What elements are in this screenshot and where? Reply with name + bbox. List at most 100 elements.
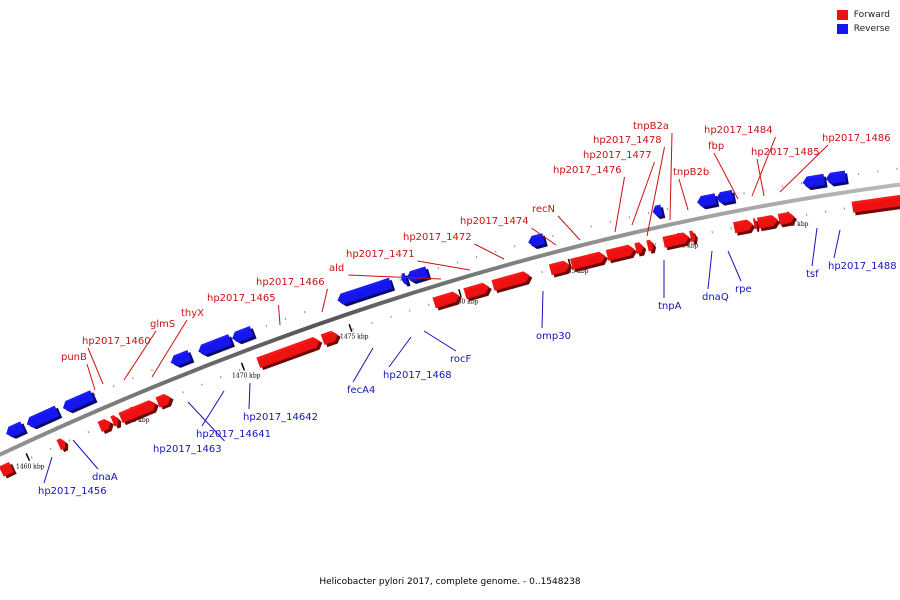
gene-highlight (646, 239, 651, 244)
forward-gene-label: hp2017_1486 (822, 133, 891, 144)
reverse-leader-line (727, 250, 742, 282)
forward-leader-line (348, 274, 442, 280)
forward-leader-line (86, 363, 96, 391)
minor-tick-mark (219, 376, 222, 379)
forward-leader-line (614, 176, 625, 233)
gene-body (256, 337, 320, 368)
major-tick-mark (240, 362, 246, 371)
minor-tick-mark (427, 303, 430, 306)
forward-leader-line (123, 330, 157, 381)
reverse-gene (652, 204, 666, 220)
minor-tick-mark (303, 310, 306, 314)
gene-highlight (8, 421, 22, 430)
gene-highlight (173, 350, 189, 358)
forward-gene (56, 438, 69, 453)
forward-gene (0, 461, 17, 479)
gene-highlight (733, 219, 748, 225)
forward-gene-label: hp2017_1478 (593, 135, 662, 146)
forward-gene (605, 244, 637, 264)
minor-tick-mark (30, 456, 33, 459)
minor-tick-mark (93, 393, 96, 396)
reverse-leader-line (43, 456, 53, 484)
minor-tick-mark (437, 267, 440, 270)
forward-gene (256, 337, 323, 371)
forward-leader-line (756, 158, 765, 197)
forward-gene (118, 400, 159, 426)
reverse-gene (62, 390, 98, 414)
reverse-gene (232, 326, 257, 345)
genome-backbone (0, 182, 900, 457)
reverse-gene-label: hp2017_1468 (383, 370, 452, 381)
reverse-gene-label: dnaA (92, 472, 118, 483)
scale-tick-label: 1475 kbp (340, 334, 369, 341)
forward-swatch (836, 10, 848, 20)
forward-gene-label: hp2017_1472 (403, 232, 472, 243)
gene-highlight (777, 212, 790, 217)
major-tick-mark (567, 258, 572, 267)
minor-tick-mark (514, 245, 516, 248)
forward-gene-label: hp2017_1476 (553, 165, 622, 176)
forward-gene (757, 215, 781, 232)
forward-leader-line (278, 304, 281, 326)
reverse-gene-label: tnpA (658, 301, 682, 312)
gene-highlight (634, 242, 640, 246)
gene-highlight (201, 334, 229, 348)
forward-gene (733, 219, 756, 236)
reverse-gene (802, 173, 828, 191)
minor-tick-mark (151, 369, 153, 372)
scale-tick-label: 1485 kbp (560, 268, 589, 275)
reverse-gene-label: hp2017_1488 (828, 261, 897, 272)
reverse-gene (401, 273, 411, 287)
forward-gene-label: hp2017_1477 (583, 150, 652, 161)
forward-gene (689, 230, 698, 245)
minor-tick-mark (409, 309, 411, 312)
gene-body (652, 204, 663, 217)
gene-arrows (0, 170, 900, 479)
gene-highlight (662, 232, 684, 240)
reverse-leader-line (388, 336, 412, 368)
forward-gene-label: hp2017_1471 (346, 249, 415, 260)
forward-gene-label: recN (532, 204, 555, 215)
reverse-gene (6, 421, 28, 439)
forward-gene (570, 251, 609, 273)
minor-tick-mark (87, 430, 90, 434)
forward-gene (752, 218, 760, 232)
forward-leader-line (669, 132, 673, 221)
gene-body (337, 277, 393, 305)
forward-leader-line (713, 152, 739, 200)
major-tick-mark (458, 289, 462, 298)
forward-gene (110, 415, 122, 429)
forward-leader-line (631, 161, 655, 226)
gene-body (6, 421, 25, 437)
forward-leader-line (321, 288, 328, 313)
gene-highlight (605, 244, 629, 253)
gene-highlight (0, 461, 11, 469)
forward-gene-label: punB (61, 352, 87, 363)
gene-body (26, 405, 60, 428)
reverse-gene-label: hp2017_1456 (38, 486, 107, 497)
reverse-leader-line (352, 347, 374, 383)
minor-tick-mark (112, 385, 115, 388)
gene-highlight (757, 215, 773, 221)
reverse-leader-line (541, 290, 544, 329)
forward-gene (155, 394, 174, 410)
gene-highlight (689, 230, 693, 234)
reverse-gene-label: tsf (806, 269, 819, 280)
forward-gene (97, 419, 114, 434)
gene-body (570, 251, 606, 270)
gene-highlight (432, 291, 454, 301)
gene-highlight (700, 193, 716, 199)
reverse-gene-label: hp2017_14642 (243, 412, 318, 423)
forward-gene-label: hp2017_1485 (751, 147, 820, 158)
reverse-leader-line (707, 250, 713, 290)
gene-highlight (806, 173, 824, 180)
minor-tick-mark (49, 447, 52, 450)
forward-leader-line (474, 243, 505, 260)
minor-tick-mark (475, 255, 478, 259)
gene-body (62, 390, 95, 412)
gene-highlight (110, 415, 115, 419)
legend: Forward Reverse (836, 8, 890, 36)
gene-highlight (409, 266, 426, 274)
forward-gene (851, 194, 900, 216)
gene-body (752, 218, 757, 230)
